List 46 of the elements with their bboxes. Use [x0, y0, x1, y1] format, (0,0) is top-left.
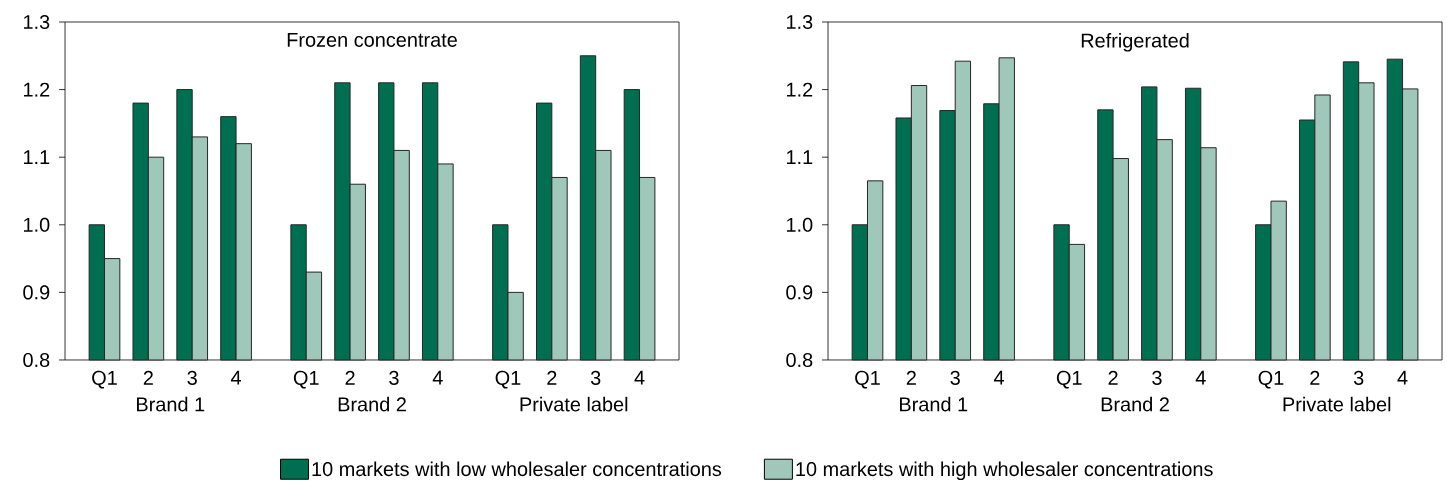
x-tick-label: 2 — [906, 370, 916, 385]
x-tick-label: Q1 — [1056, 370, 1082, 389]
y-tick-label: 1.1 — [24, 150, 50, 165]
text: Brand 2 — [338, 396, 406, 412]
x-tick-label: Q1 — [92, 370, 117, 389]
y-tick-label: 0.8 — [786, 352, 813, 368]
x-tick-label: 3 — [1152, 370, 1162, 385]
legend-label: 10 markets with high wholesaler concentrations — [796, 461, 1213, 481]
legend-label: 10 markets with low wholesaler concentrations — [312, 461, 722, 477]
y-tick-label: 0.9 — [23, 285, 50, 300]
y-tick-label: 1.0 — [787, 217, 813, 232]
x-tick-label: 3 — [187, 370, 197, 385]
text: Brand 1 — [137, 396, 205, 412]
x-tick-label: 2 — [1310, 370, 1320, 385]
y-tick-label: 1.3 — [24, 14, 50, 30]
x-tick-label: 2 — [143, 370, 153, 385]
x-tick-label: Q1 — [495, 370, 521, 389]
x-tick-label: 4 — [432, 370, 443, 385]
y-tick-label: 1.0 — [24, 217, 50, 232]
x-tick-label: Q1 — [293, 370, 319, 389]
y-tick-label: 1.2 — [24, 82, 50, 97]
x-tick-label: 4 — [634, 370, 645, 385]
text: Brand 1 — [900, 396, 968, 412]
text: Brand 2 — [1101, 396, 1169, 412]
x-tick-label: Q1 — [1258, 370, 1284, 389]
x-tick-label: 3 — [389, 370, 399, 385]
x-tick-label: 4 — [230, 370, 242, 385]
text: Private label — [1283, 396, 1391, 412]
x-tick-label: Q1 — [855, 370, 880, 389]
y-tick-label: 1.1 — [787, 150, 813, 165]
x-tick-label: 2 — [345, 370, 355, 385]
x-tick-label: 3 — [590, 370, 601, 385]
text: Private label — [520, 396, 628, 412]
x-tick-label: 4 — [1397, 370, 1408, 385]
x-tick-label: 2 — [1108, 370, 1118, 385]
x-tick-label: 4 — [1195, 370, 1206, 385]
x-tick-label: 2 — [547, 370, 557, 385]
y-tick-label: 1.2 — [787, 82, 813, 97]
y-tick-label: 0.9 — [786, 285, 813, 300]
text: Refrigerated — [1081, 32, 1189, 52]
x-tick-label: 3 — [950, 370, 960, 385]
chart-title: Frozen concentrate — [287, 33, 457, 47]
x-tick-label: 3 — [1353, 370, 1364, 385]
y-tick-label: 1.3 — [787, 14, 813, 30]
y-tick-label: 0.8 — [23, 352, 50, 368]
x-tick-label: 4 — [993, 370, 1005, 385]
